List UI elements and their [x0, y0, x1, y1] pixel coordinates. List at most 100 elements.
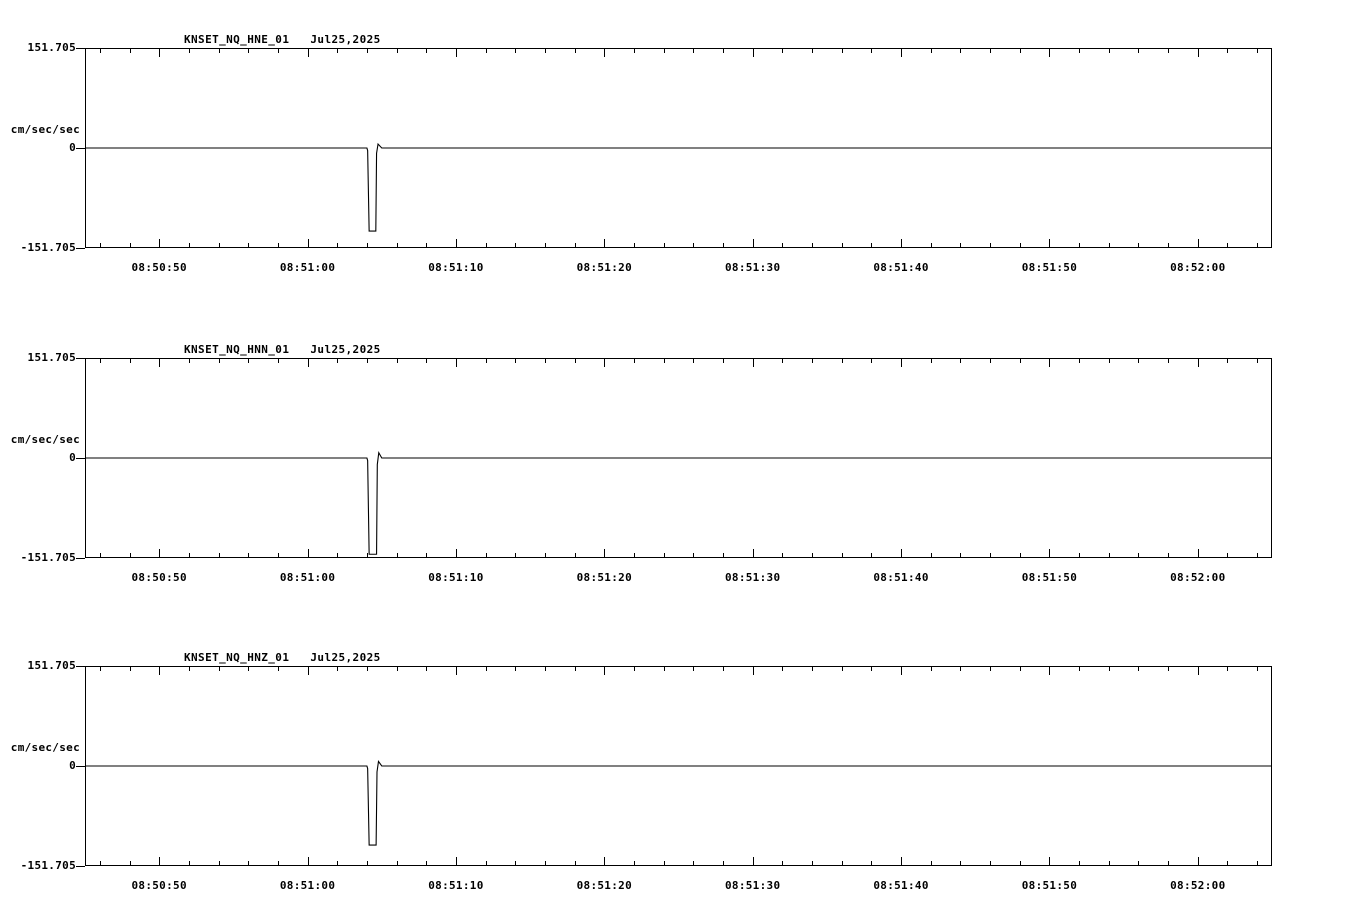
x-axis-top-tick	[1198, 48, 1199, 57]
x-axis-top-tick	[248, 358, 249, 363]
x-axis-minor-tick	[515, 243, 516, 248]
x-axis-minor-tick	[723, 861, 724, 866]
x-axis-tick-label: 08:51:10	[428, 571, 484, 584]
x-axis-top-tick	[1168, 358, 1169, 363]
x-axis-top-tick	[1020, 48, 1021, 53]
x-axis-top-tick	[367, 48, 368, 53]
x-axis-minor-tick	[1138, 553, 1139, 558]
x-axis-minor-tick	[634, 243, 635, 248]
x-axis-top-tick	[100, 358, 101, 363]
x-axis-minor-tick	[871, 243, 872, 248]
x-axis-tick-label: 08:52:00	[1170, 261, 1226, 274]
x-axis-top-tick	[575, 358, 576, 363]
x-axis-top-tick	[130, 666, 131, 671]
x-axis-top-tick	[1079, 666, 1080, 671]
x-axis-major-tick	[901, 239, 902, 248]
x-axis-minor-tick	[931, 861, 932, 866]
y-axis-units-label: cm/sec/sec	[10, 123, 80, 136]
x-axis-top-tick	[960, 358, 961, 363]
x-axis-top-tick	[634, 666, 635, 671]
x-axis-top-tick	[426, 48, 427, 53]
x-axis-tick-label: 08:51:00	[279, 571, 336, 584]
x-axis-minor-tick	[1020, 553, 1021, 558]
x-axis-minor-tick	[367, 243, 368, 248]
x-axis-top-tick	[604, 48, 605, 57]
x-axis-minor-tick	[1109, 243, 1110, 248]
x-axis-minor-tick	[634, 861, 635, 866]
x-axis-top-tick	[486, 358, 487, 363]
x-axis-minor-tick	[664, 861, 665, 866]
y-axis-units-label: cm/sec/sec	[10, 741, 80, 754]
y-axis-zero-label: 0	[69, 451, 76, 464]
x-axis-minor-tick	[1227, 243, 1228, 248]
x-axis-tick-label: 08:50:50	[131, 879, 187, 892]
x-axis-major-tick	[308, 239, 309, 248]
y-axis-units-label: cm/sec/sec	[10, 433, 80, 446]
x-axis-minor-tick	[1020, 243, 1021, 248]
x-axis-minor-tick	[931, 243, 932, 248]
x-axis-major-tick	[1049, 239, 1050, 248]
x-axis-top-tick	[1109, 48, 1110, 53]
x-axis-minor-tick	[723, 243, 724, 248]
x-axis-tick-label: 08:50:50	[131, 571, 187, 584]
x-axis-minor-tick	[782, 243, 783, 248]
x-axis-minor-tick	[367, 861, 368, 866]
x-axis-top-tick	[1138, 666, 1139, 671]
x-axis-minor-tick	[545, 861, 546, 866]
x-axis-top-tick	[1227, 666, 1228, 671]
x-axis-tick-label: 08:51:30	[724, 261, 781, 274]
x-axis-top-tick	[842, 358, 843, 363]
x-axis-top-tick	[486, 48, 487, 53]
x-axis-major-tick	[308, 857, 309, 866]
x-axis-minor-tick	[782, 861, 783, 866]
x-axis-minor-tick	[397, 553, 398, 558]
x-axis-top-tick	[931, 48, 932, 53]
x-axis-top-tick	[367, 666, 368, 671]
x-axis-tick-label: 08:51:40	[873, 879, 929, 892]
x-axis-minor-tick	[842, 861, 843, 866]
x-axis-minor-tick	[367, 553, 368, 558]
x-axis-top-tick	[753, 358, 754, 367]
x-axis-top-tick	[426, 358, 427, 363]
x-axis-top-tick	[604, 666, 605, 675]
x-axis-top-tick	[1079, 358, 1080, 363]
x-axis-tick-label: 08:51:50	[1021, 261, 1078, 274]
x-axis-minor-tick	[1168, 861, 1169, 866]
x-axis-minor-tick	[1079, 553, 1080, 558]
x-axis-minor-tick	[1020, 861, 1021, 866]
x-axis-top-tick	[901, 48, 902, 57]
x-axis-top-tick	[723, 358, 724, 363]
x-axis-minor-tick	[782, 553, 783, 558]
x-axis-minor-tick	[278, 861, 279, 866]
x-axis-top-tick	[1168, 48, 1169, 53]
x-axis-minor-tick	[1257, 553, 1258, 558]
x-axis-minor-tick	[426, 861, 427, 866]
x-axis-minor-tick	[219, 243, 220, 248]
x-axis-top-tick	[782, 666, 783, 671]
x-axis-top-tick	[842, 48, 843, 53]
x-axis-top-tick	[693, 48, 694, 53]
x-axis-top-tick	[397, 48, 398, 53]
x-axis-major-tick	[456, 549, 457, 558]
x-axis-tick-label: 08:52:00	[1170, 879, 1226, 892]
x-axis-top-tick	[278, 358, 279, 363]
x-axis-top-tick	[486, 666, 487, 671]
x-axis-minor-tick	[100, 553, 101, 558]
waveform-trace	[85, 759, 1272, 846]
x-axis-top-tick	[1257, 666, 1258, 671]
x-axis-top-tick	[664, 48, 665, 53]
x-axis-tick-label: 08:51:40	[873, 571, 929, 584]
x-axis-tick-label: 08:51:30	[724, 571, 781, 584]
x-axis-minor-tick	[871, 553, 872, 558]
x-axis-top-tick	[753, 666, 754, 675]
y-axis-tick	[76, 248, 85, 249]
waveform-trace	[85, 451, 1272, 555]
y-axis-zero-label: 0	[69, 141, 76, 154]
x-axis-tick-label: 08:51:00	[279, 261, 336, 274]
x-axis-top-tick	[960, 48, 961, 53]
x-axis-top-tick	[1138, 358, 1139, 363]
x-axis-top-tick	[634, 358, 635, 363]
